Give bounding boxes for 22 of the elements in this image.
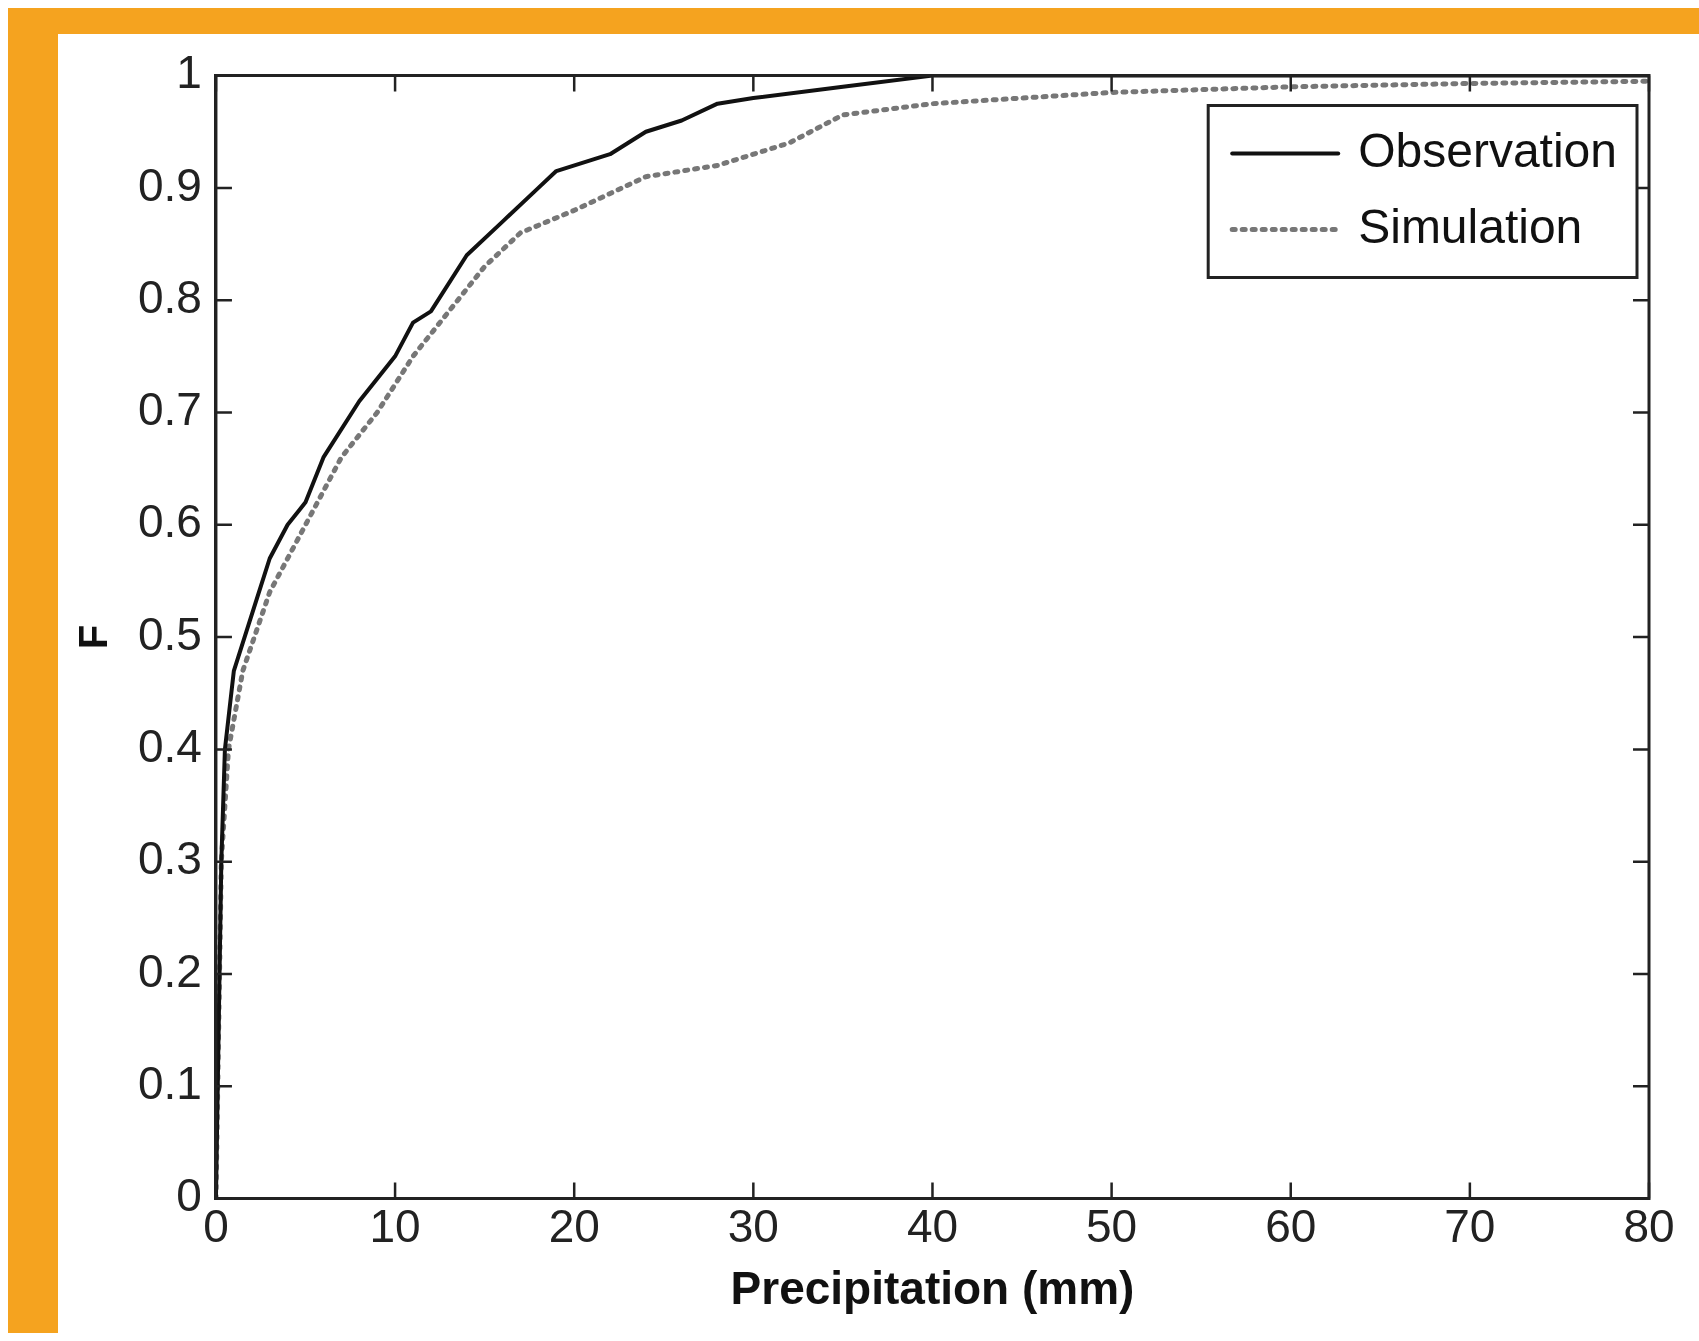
y-tick-label: 0.3 [137,832,202,885]
x-tick-label: 40 [906,1199,959,1252]
x-tick-label: 20 [548,1199,600,1252]
y-tick-label: 0.2 [137,944,202,997]
y-axis-title: F [71,624,116,650]
y-tick-label: 1 [176,46,202,99]
x-tick-label: 60 [1265,1199,1317,1252]
y-tick-label: 0.9 [137,158,202,211]
x-tick-label: 30 [727,1199,779,1252]
x-tick-label: 80 [1623,1199,1675,1252]
legend-label: Simulation [1358,199,1583,253]
y-tick-label: 0.7 [137,383,202,436]
y-tick-label: 0.6 [137,495,202,548]
x-tick-label: 10 [369,1199,421,1252]
y-tick-label: 0.5 [137,607,202,660]
y-tick-label: 0.1 [137,1056,202,1109]
x-axis-title: Precipitation (mm) [730,1262,1135,1315]
x-tick-label: 70 [1444,1199,1496,1252]
legend-label: Observation [1358,123,1617,177]
x-tick-label: 50 [1086,1199,1138,1252]
y-tick-label: 0.8 [137,270,202,323]
y-tick-label: 0.4 [137,720,202,773]
